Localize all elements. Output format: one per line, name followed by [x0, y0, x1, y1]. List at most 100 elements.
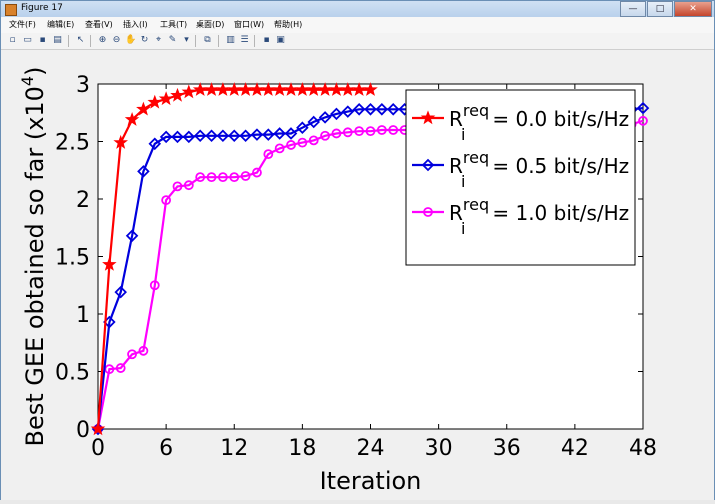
legend-text-sub: i: [461, 219, 465, 238]
new-figure-icon[interactable]: ▫: [9, 35, 16, 45]
legend-entry: Rreq i = 1.0 bit/s/Hz: [449, 195, 629, 238]
minimize-button[interactable]: —: [620, 1, 646, 17]
data-point: [113, 134, 129, 149]
data-point: [341, 105, 355, 118]
data-point: [114, 285, 127, 299]
window-title: Figure 17: [21, 3, 63, 13]
figure-canvas: 0 6 12 18 24 30 36 42 48 0 0.5 1 1.5 2 2.5 3 Iteration Be…: [1, 50, 714, 500]
menu-help[interactable]: 帮助(H): [274, 20, 303, 29]
data-point: [352, 103, 366, 116]
data-point: [638, 115, 648, 126]
data-point: [365, 126, 376, 137]
toolbar-separator: [195, 35, 196, 47]
rotate-icon[interactable]: ↻: [140, 35, 149, 45]
toolbar: ▫ ▭ ▪ ▤ ↖ ⊕ ⊖ ✋ ↻ ⌖ ✎ ▾ ⧉ ▥ ☰ ▪ ▣: [1, 33, 714, 50]
data-point: [193, 129, 207, 143]
data-point: [217, 172, 228, 183]
legend-text-prefix: R: [449, 201, 463, 225]
menu-window[interactable]: 窗口(W): [234, 20, 265, 29]
legend-marker: [421, 158, 435, 172]
y-tick-label: 2.5: [55, 131, 90, 156]
legend-text-suffix: = 0.5 bit/s/Hz: [486, 154, 629, 178]
data-point: [183, 180, 194, 191]
x-tick-label: 6: [159, 436, 173, 461]
open-file-icon[interactable]: ▭: [23, 35, 32, 45]
data-point: [240, 171, 251, 181]
toolbar-separator: [90, 35, 91, 47]
close-button[interactable]: ✕: [674, 1, 712, 17]
data-point: [159, 130, 173, 144]
pan-icon[interactable]: ✋: [125, 35, 137, 45]
y-axis-label: Best GEE obtained so far (x104): [18, 66, 49, 446]
legend-text-sup: req: [463, 101, 489, 120]
data-cursor-icon[interactable]: ⌖: [155, 35, 162, 45]
brush-icon[interactable]: ✎: [168, 35, 177, 45]
zoom-in-icon[interactable]: ⊕: [98, 35, 107, 45]
y-tick-label: 0.5: [55, 361, 90, 386]
y-tick-label: 2: [76, 188, 90, 213]
menu-view[interactable]: 查看(V): [85, 20, 113, 29]
data-point: [195, 172, 206, 183]
dropdown-arrow-icon[interactable]: ▾: [184, 35, 189, 45]
series-0: [90, 82, 378, 436]
menu-edit[interactable]: 编辑(E): [47, 20, 75, 29]
data-point: [124, 112, 140, 126]
data-point: [636, 101, 650, 115]
data-point: [296, 121, 309, 134]
data-point: [127, 349, 137, 360]
hide-tools-icon[interactable]: ▪: [263, 35, 270, 45]
matlab-figure-icon: [5, 4, 17, 16]
data-point: [181, 84, 197, 99]
data-point: [216, 129, 230, 143]
data-point: [125, 229, 139, 243]
menu-file[interactable]: 文件(F): [9, 20, 36, 29]
data-point: [388, 125, 399, 135]
data-point: [262, 128, 275, 141]
menu-bar: 文件(F) 编辑(E) 查看(V) 插入(I) 工具(T) 桌面(D) 窗口(W…: [1, 17, 714, 34]
menu-insert[interactable]: 插入(I): [123, 20, 148, 29]
y-tick-label: 1: [76, 303, 90, 328]
toolbar-separator: [218, 35, 219, 47]
data-point: [273, 127, 286, 140]
data-point: [205, 129, 218, 143]
menu-tools[interactable]: 工具(T): [160, 20, 188, 29]
legend-entry: Rreq i = 0.5 bit/s/Hz: [449, 148, 629, 191]
data-point: [363, 82, 378, 96]
link-icon[interactable]: ⧉: [204, 35, 211, 45]
x-tick-label: 12: [220, 436, 248, 461]
x-tick-label: 36: [493, 436, 521, 461]
insert-legend-icon[interactable]: ☰: [240, 35, 249, 45]
data-point: [102, 256, 117, 271]
y-tick-label: 3: [76, 73, 90, 98]
y-axis-label-exponent: 4: [18, 76, 37, 86]
save-icon[interactable]: ▪: [39, 35, 46, 45]
y-tick-label: 0: [76, 418, 90, 443]
data-point: [148, 137, 162, 151]
data-point: [342, 127, 353, 138]
x-tick-label: 18: [288, 436, 316, 461]
data-point: [274, 143, 285, 154]
data-point: [136, 101, 151, 116]
edit-plot-icon[interactable]: ↖: [76, 35, 85, 45]
x-tick-label: 42: [561, 436, 589, 461]
zoom-out-icon[interactable]: ⊖: [112, 35, 121, 45]
maximize-button[interactable]: □: [647, 1, 673, 17]
menu-desktop[interactable]: 桌面(D): [196, 20, 225, 29]
print-icon[interactable]: ▤: [53, 35, 62, 45]
data-point: [284, 127, 298, 140]
x-tick-label: 24: [357, 436, 385, 461]
data-point: [147, 94, 163, 109]
line-chart[interactable]: 0 6 12 18 24 30 36 42 48 0 0.5 1 1.5 2 2.5 3 Iteration Be…: [1, 50, 714, 500]
data-point: [239, 129, 252, 143]
insert-colorbar-icon[interactable]: ▥: [226, 35, 235, 45]
data-point: [161, 195, 172, 206]
show-tools-icon[interactable]: ▣: [276, 35, 285, 45]
data-point: [115, 363, 126, 373]
data-point: [286, 140, 296, 150]
data-point: [227, 129, 241, 143]
data-point: [308, 135, 319, 146]
toolbar-separator: [254, 35, 255, 47]
legend-text-suffix: = 0.0 bit/s/Hz: [486, 107, 629, 131]
data-point: [149, 280, 160, 291]
data-point: [137, 165, 150, 178]
